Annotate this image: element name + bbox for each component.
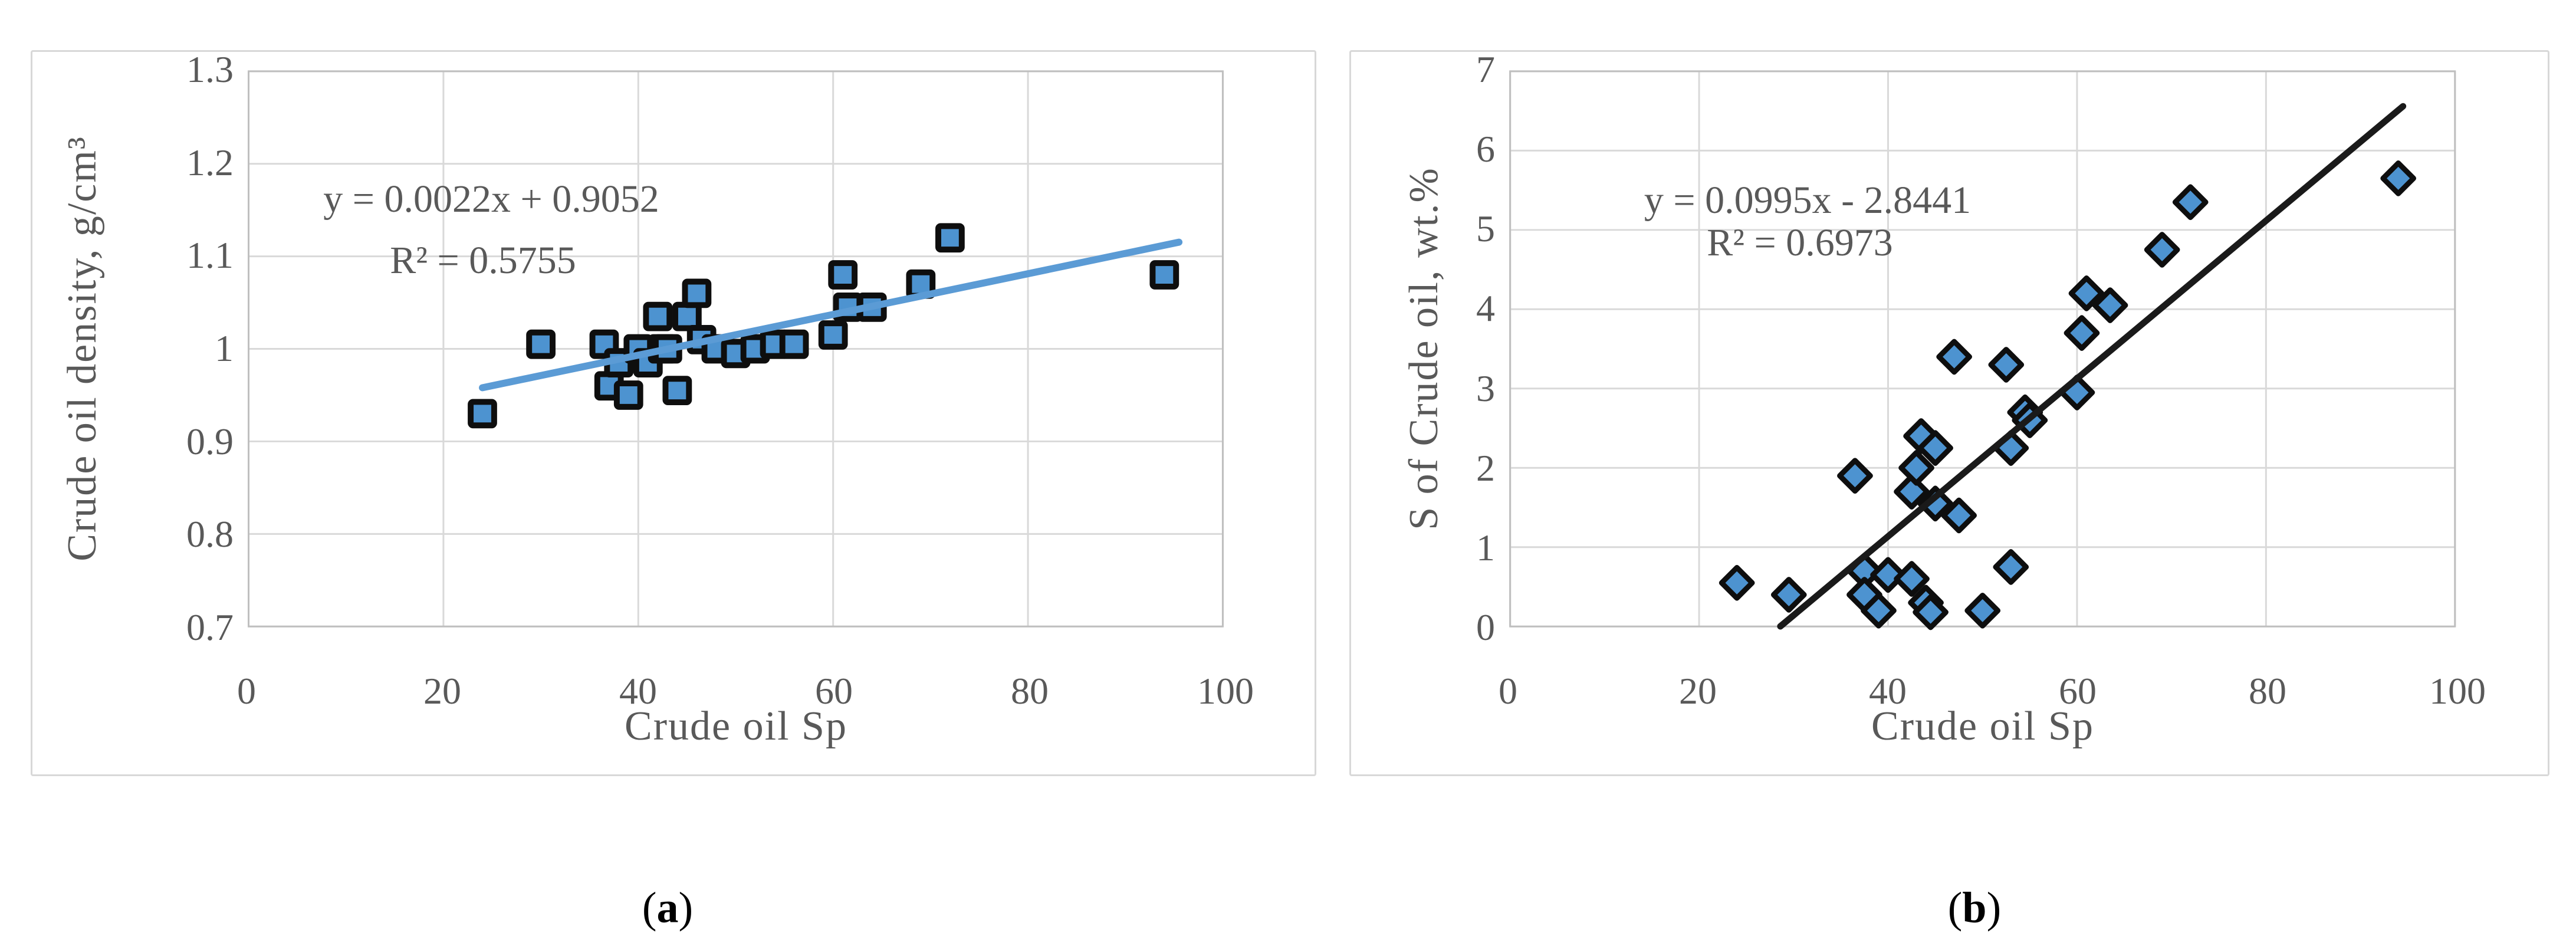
y-tick-label: 1 bbox=[215, 327, 234, 369]
data-point-square bbox=[682, 278, 712, 308]
scatter-plot-b bbox=[1509, 70, 2456, 630]
data-point-diamond bbox=[1870, 557, 1906, 593]
x-tick-label: 20 bbox=[423, 670, 461, 712]
caption-b-paren-close: ) bbox=[1986, 883, 2002, 932]
y-tick-label: 0.9 bbox=[186, 420, 234, 462]
data-point-diamond bbox=[1894, 561, 1930, 597]
chart-panel-a bbox=[31, 50, 1316, 776]
y-tick-label: 1.3 bbox=[186, 48, 234, 90]
trendline-equation-b: y = 0.0995x - 2.8441 bbox=[1644, 179, 1972, 222]
y-tick-label: 1.1 bbox=[186, 234, 234, 277]
x-tick-label: 0 bbox=[1499, 670, 1517, 712]
trendline-equation-a: y = 0.0022x + 0.9052 bbox=[323, 178, 659, 221]
data-point-square bbox=[828, 260, 858, 290]
data-point-diamond bbox=[1941, 497, 1977, 534]
y-tick-label: 0.7 bbox=[186, 606, 234, 648]
data-point-square bbox=[613, 380, 643, 410]
data-point-diamond bbox=[2068, 275, 2105, 311]
trendline bbox=[479, 238, 1183, 392]
data-point-square bbox=[1149, 260, 1179, 290]
x-tick-label: 80 bbox=[2249, 670, 2286, 712]
data-point-square bbox=[818, 320, 848, 350]
chart-panel-b bbox=[1349, 50, 2549, 776]
x-tick-label: 40 bbox=[619, 670, 657, 712]
x-tick-label: 0 bbox=[237, 670, 256, 712]
data-point-square bbox=[672, 301, 702, 331]
caption-b-letter: b bbox=[1962, 883, 1987, 932]
data-point-diamond bbox=[1719, 564, 1755, 601]
data-point-diamond bbox=[2380, 160, 2417, 196]
y-tick-label: 1.2 bbox=[186, 141, 234, 183]
x-tick-label: 40 bbox=[1869, 670, 1907, 712]
data-point-diamond bbox=[2144, 232, 2180, 268]
y-tick-label: 3 bbox=[1476, 367, 1495, 409]
caption-a-paren-open: ( bbox=[642, 883, 657, 932]
caption-a-letter: a bbox=[656, 883, 679, 932]
y-tick-label: 6 bbox=[1476, 128, 1495, 170]
data-point-diamond bbox=[1837, 458, 1873, 494]
plot-area-border bbox=[248, 70, 1224, 628]
y-tick-label: 5 bbox=[1476, 208, 1495, 250]
scatter-plot-a bbox=[248, 70, 1224, 628]
x-tick-label: 80 bbox=[1011, 670, 1049, 712]
x-tick-label: 60 bbox=[2059, 670, 2097, 712]
data-point-diamond bbox=[2064, 315, 2100, 351]
x-tick-label: 20 bbox=[1679, 670, 1717, 712]
x-axis-title-a: Crude oil Sp bbox=[625, 704, 847, 749]
y-axis-title-a: Crude oil density, g/cm³ bbox=[60, 136, 105, 561]
y-tick-label: 1 bbox=[1476, 526, 1495, 569]
y-tick-label: 7 bbox=[1476, 48, 1495, 90]
data-point-diamond bbox=[1988, 347, 2025, 383]
data-point-diamond bbox=[1917, 430, 1953, 466]
data-point-square bbox=[779, 329, 809, 359]
data-point-diamond bbox=[1861, 592, 1897, 629]
x-tick-label: 60 bbox=[815, 670, 853, 712]
y-tick-label: 0.8 bbox=[186, 513, 234, 556]
data-point-diamond bbox=[2092, 287, 2128, 323]
caption-b: (b) bbox=[1948, 883, 2001, 934]
data-point-square bbox=[643, 301, 673, 331]
y-tick-label: 4 bbox=[1476, 287, 1495, 330]
data-point-square bbox=[935, 223, 965, 253]
data-point-diamond bbox=[2172, 184, 2209, 221]
x-tick-label: 100 bbox=[2429, 670, 2486, 712]
data-point-diamond bbox=[1770, 577, 1807, 613]
x-tick-label: 100 bbox=[1197, 670, 1254, 712]
y-tick-label: 2 bbox=[1476, 446, 1495, 489]
r-squared-a: R² = 0.5755 bbox=[390, 239, 576, 282]
x-axis-title-b: Crude oil Sp bbox=[1871, 704, 2094, 749]
y-axis-title-b: S of Crude oil, wt.% bbox=[1401, 167, 1447, 530]
data-point-square bbox=[662, 376, 692, 406]
y-tick-label: 0 bbox=[1476, 606, 1495, 648]
plot-area-border bbox=[1509, 70, 2456, 628]
trendline bbox=[1777, 103, 2407, 630]
data-point-diamond bbox=[1936, 339, 1973, 375]
data-point-diamond bbox=[1964, 592, 2001, 629]
caption-a-paren-close: ) bbox=[678, 883, 694, 932]
data-point-diamond bbox=[1894, 474, 1930, 510]
caption-a: (a) bbox=[642, 883, 693, 934]
data-point-square bbox=[468, 399, 497, 429]
data-point-diamond bbox=[1898, 449, 1934, 486]
data-point-diamond bbox=[1993, 549, 2029, 585]
data-point-diamond bbox=[1913, 594, 1949, 630]
caption-b-paren-open: ( bbox=[1947, 883, 1963, 932]
r-squared-b: R² = 0.6973 bbox=[1707, 221, 1893, 264]
data-point-square bbox=[526, 329, 556, 359]
data-point-diamond bbox=[1917, 485, 1953, 522]
